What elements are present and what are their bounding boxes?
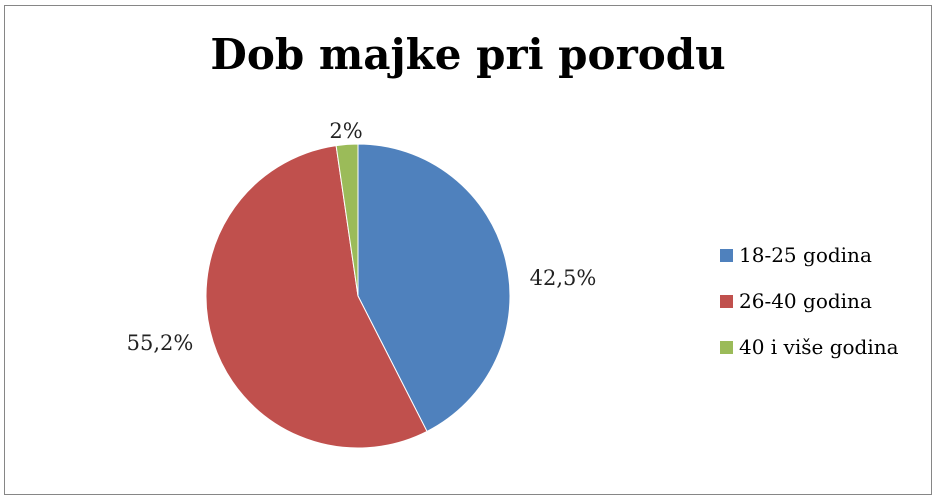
data-label: 55,2% xyxy=(127,331,194,355)
pie-slice xyxy=(205,145,428,449)
legend-swatch-1 xyxy=(720,294,733,308)
chart-title: Dob majke pri porodu xyxy=(210,30,726,79)
pie-slice xyxy=(335,143,359,297)
legend-label: 18-25 godina xyxy=(739,243,872,267)
pie-slice xyxy=(357,143,511,433)
legend-item: 26-40 godina xyxy=(720,278,899,324)
legend-swatch-0 xyxy=(720,248,733,262)
legend-label: 40 i više godina xyxy=(739,335,899,359)
data-label: 42,5% xyxy=(530,266,597,290)
legend-label: 26-40 godina xyxy=(739,289,872,313)
legend-item: 18-25 godina xyxy=(720,232,899,278)
legend: 18-25 godina 26-40 godina 40 i više godi… xyxy=(720,232,899,370)
legend-swatch-2 xyxy=(720,340,733,354)
data-label: 2% xyxy=(329,119,362,143)
legend-item: 40 i više godina xyxy=(720,324,899,370)
